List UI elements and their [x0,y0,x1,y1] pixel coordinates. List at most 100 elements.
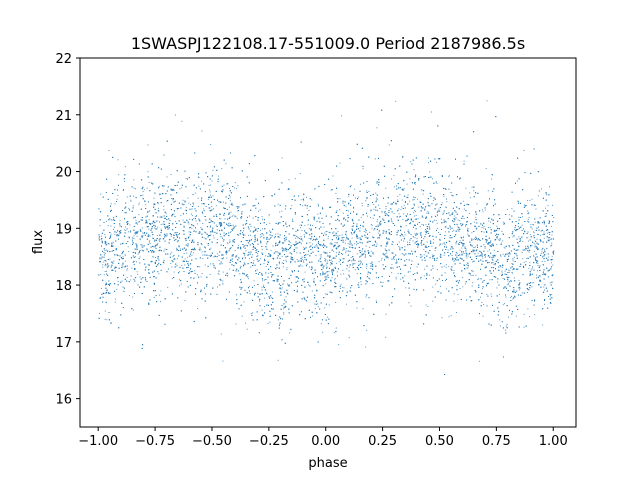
data-point [356,253,358,255]
data-point [335,247,337,249]
data-point [160,301,161,303]
data-point [131,238,133,240]
data-point [230,228,232,230]
data-point [160,224,162,225]
data-point [279,263,280,265]
data-point [356,273,358,275]
data-point [197,308,199,309]
data-point [511,263,513,265]
data-point [160,290,162,292]
data-point [223,184,225,186]
data-point [147,211,149,213]
data-point [286,269,288,271]
data-point [246,328,248,330]
data-point [223,201,224,203]
data-point [283,313,285,315]
data-point [138,214,140,216]
data-point [548,231,550,233]
data-point [269,237,271,239]
data-point [106,289,108,291]
data-point [512,269,514,271]
data-point [350,184,352,186]
data-point [177,184,178,186]
data-point [305,247,307,248]
data-point [234,187,236,189]
data-point [320,323,322,325]
data-point [512,236,514,238]
data-point [145,216,147,218]
data-point [424,268,426,270]
data-point [148,264,150,266]
data-point [472,239,474,241]
data-point [482,209,483,211]
data-point [461,242,463,244]
data-point [436,259,438,261]
data-point [502,304,504,306]
data-point [210,184,212,186]
data-point [385,208,387,210]
data-point [245,250,247,252]
data-point [229,188,230,189]
data-point [163,209,165,211]
data-point [459,220,461,222]
data-point [347,214,349,216]
data-point [277,236,279,238]
data-point [531,198,533,200]
data-point [344,242,346,244]
data-point [533,256,535,258]
data-point [103,261,105,263]
data-point [261,216,263,218]
data-point [371,250,373,252]
data-point [243,262,245,264]
data-point [266,243,268,245]
data-point [369,231,371,233]
data-point [499,239,501,241]
data-point [163,205,165,207]
data-point [486,260,488,262]
data-point [253,280,255,282]
data-point [328,232,330,233]
data-point [228,250,230,252]
data-point [520,240,522,242]
data-point [138,202,140,204]
data-point [303,256,305,258]
data-point [481,253,482,255]
data-point [201,130,203,132]
data-point [139,250,141,252]
data-point [270,250,272,252]
data-point [378,261,380,263]
data-point [530,274,532,276]
data-point [549,239,551,241]
data-point [253,226,255,228]
data-point [401,206,403,208]
data-point [501,270,503,272]
data-point [537,222,539,224]
data-point [261,309,263,311]
data-point [113,226,115,228]
data-point [277,252,279,254]
data-point [188,270,190,272]
data-point [328,271,330,273]
data-point [165,212,167,214]
data-point [491,244,493,246]
data-point [459,240,461,242]
data-point [395,276,397,278]
data-point [371,227,373,229]
data-point [406,183,408,185]
data-point [185,213,187,215]
data-point [365,231,367,233]
data-point [345,250,347,252]
data-point [365,245,367,247]
data-point [208,184,210,186]
data-point [106,264,108,266]
data-point [416,266,418,268]
data-point [131,267,133,269]
data-point [392,241,394,243]
data-point [539,279,541,281]
data-point [450,315,452,317]
data-point [230,231,232,233]
data-point [443,195,445,197]
data-point [527,210,529,212]
data-point [432,178,434,180]
data-point [222,240,224,242]
